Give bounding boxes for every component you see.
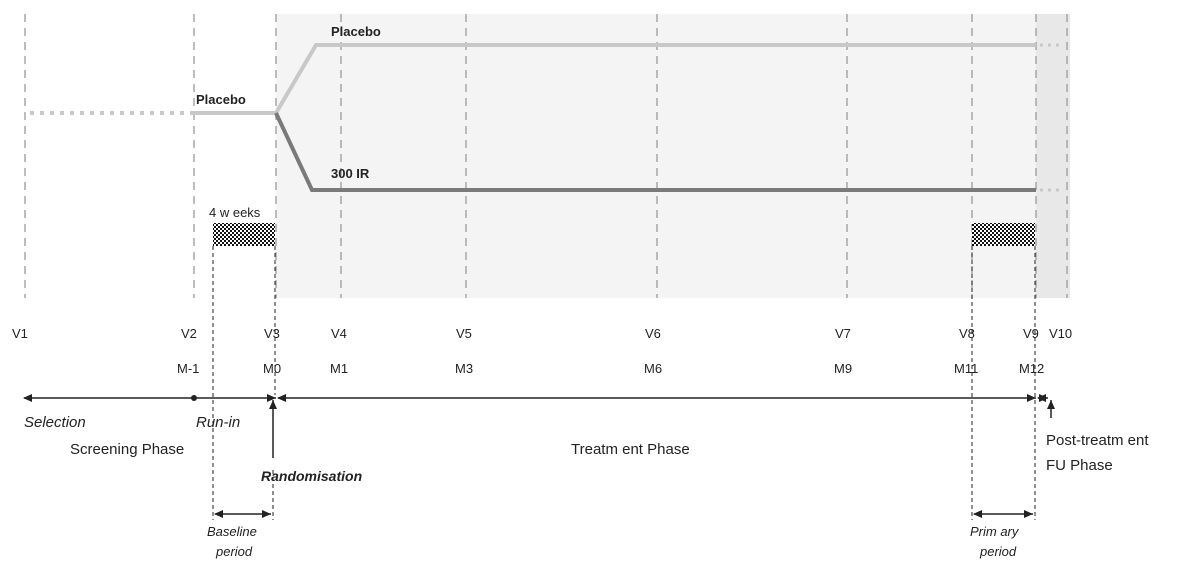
month-label: M0 <box>263 361 281 376</box>
month-label: M6 <box>644 361 662 376</box>
period-dashed-lines <box>212 246 1036 520</box>
screening-phase-label: Screening Phase <box>70 441 184 458</box>
selection-label: Selection <box>24 414 86 431</box>
treatment-phase-label: Treatm ent Phase <box>571 441 690 458</box>
month-label: M-1 <box>177 361 199 376</box>
post-treatment-fu-label: FU Phase <box>1046 457 1113 474</box>
primary-label-line1: Prim ary <box>970 524 1020 539</box>
placebo-arm-label: Placebo <box>331 24 381 39</box>
visit-gridlines <box>24 14 1068 298</box>
visit-label: V2 <box>181 326 197 341</box>
four-weeks-label: 4 w eeks <box>209 205 261 220</box>
baseline-checker-block <box>213 223 275 246</box>
visit-label: V1 <box>12 326 28 341</box>
post-treatment-shade <box>1036 14 1070 298</box>
post-treatment-phase-label: Post-treatm ent <box>1046 432 1149 449</box>
runin-label: Run-in <box>196 414 240 431</box>
treatment-background <box>276 14 1070 298</box>
visit-label: V10 <box>1049 326 1072 341</box>
placebo-arm-line <box>274 43 1036 115</box>
active-arm-label: 300 IR <box>331 166 370 181</box>
randomisation-label: Randomisation <box>261 468 362 484</box>
visit-label: V6 <box>645 326 661 341</box>
visit-label: V4 <box>331 326 347 341</box>
month-label: M11 <box>954 361 978 376</box>
month-labels: M-1 M0 M1 M3 M6 M9 M11 M12 <box>177 361 1044 376</box>
visit-label: V3 <box>264 326 280 341</box>
month-label: M12 <box>1019 361 1044 376</box>
runin-placebo-label: Placebo <box>196 92 246 107</box>
visit-label: V9 <box>1023 326 1039 341</box>
visit-label: V8 <box>959 326 975 341</box>
timeline-arrows <box>23 394 1048 402</box>
month-label: M1 <box>330 361 348 376</box>
visit-labels: V1 V2 V3 V4 V5 V6 V7 V8 V9 V10 <box>12 326 1072 341</box>
visit-label: V7 <box>835 326 851 341</box>
month-label: M3 <box>455 361 473 376</box>
month-label: M9 <box>834 361 852 376</box>
primary-label-line2: period <box>979 544 1017 559</box>
baseline-label-line2: period <box>215 544 253 559</box>
baseline-label-line1: Baseline <box>207 524 257 539</box>
visit-label: V5 <box>456 326 472 341</box>
primary-checker-block <box>972 223 1035 246</box>
active-arm-line <box>274 112 1036 192</box>
